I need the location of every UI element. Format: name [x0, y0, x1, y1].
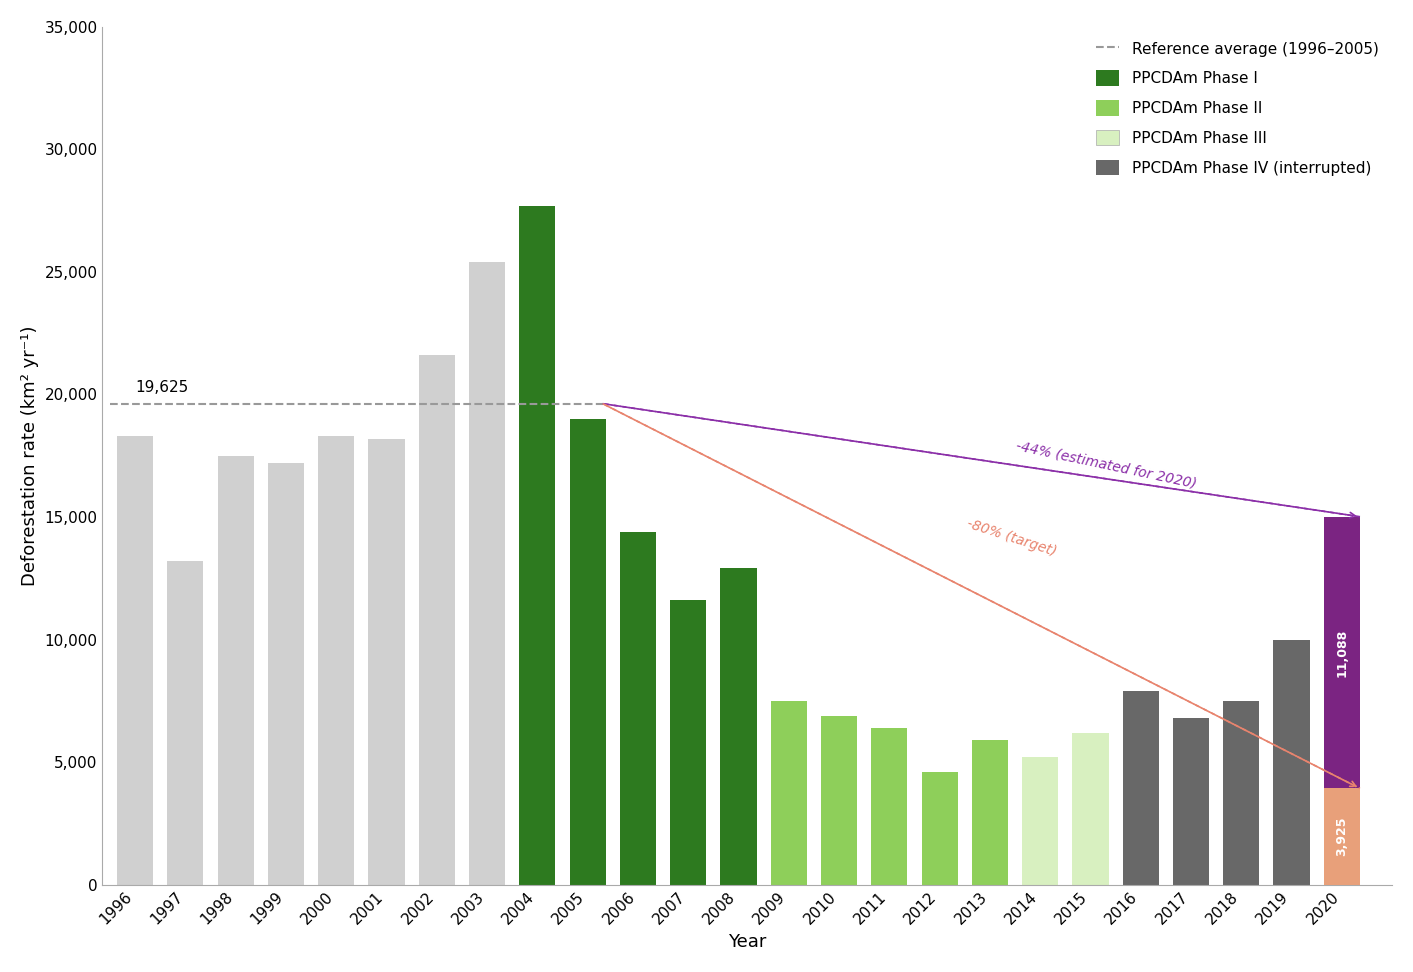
Bar [872, 728, 907, 885]
Bar [268, 463, 304, 885]
Bar [1123, 691, 1159, 885]
Bar [369, 438, 404, 885]
Text: 11,088: 11,088 [1335, 629, 1348, 677]
Bar [469, 262, 506, 885]
Bar [921, 772, 958, 885]
Bar [770, 701, 807, 885]
Bar [167, 561, 203, 885]
Bar [620, 532, 656, 885]
Bar [821, 715, 858, 885]
Y-axis label: Deforestation rate (km² yr⁻¹): Deforestation rate (km² yr⁻¹) [21, 326, 38, 586]
Text: -80% (target): -80% (target) [965, 517, 1058, 559]
Bar [1324, 517, 1359, 788]
Text: 3,925: 3,925 [1335, 816, 1348, 856]
Bar [519, 206, 555, 885]
Bar [218, 456, 254, 885]
Bar [670, 601, 706, 885]
Bar [117, 436, 153, 885]
Bar [1022, 757, 1058, 885]
Text: -44% (estimated for 2020): -44% (estimated for 2020) [1015, 438, 1198, 491]
Bar [318, 436, 355, 885]
Bar [1173, 718, 1210, 885]
Bar [1273, 640, 1310, 885]
Bar [1224, 701, 1259, 885]
Bar [1324, 788, 1359, 885]
Bar [972, 740, 1007, 885]
Bar [1072, 733, 1109, 885]
Text: 19,625: 19,625 [136, 380, 188, 395]
X-axis label: Year: Year [728, 933, 766, 952]
Bar [418, 355, 455, 885]
Bar [569, 419, 606, 885]
Legend: Reference average (1996–2005), PPCDAm Phase I, PPCDAm Phase II, PPCDAm Phase III: Reference average (1996–2005), PPCDAm Ph… [1091, 34, 1385, 182]
Bar [721, 569, 756, 885]
